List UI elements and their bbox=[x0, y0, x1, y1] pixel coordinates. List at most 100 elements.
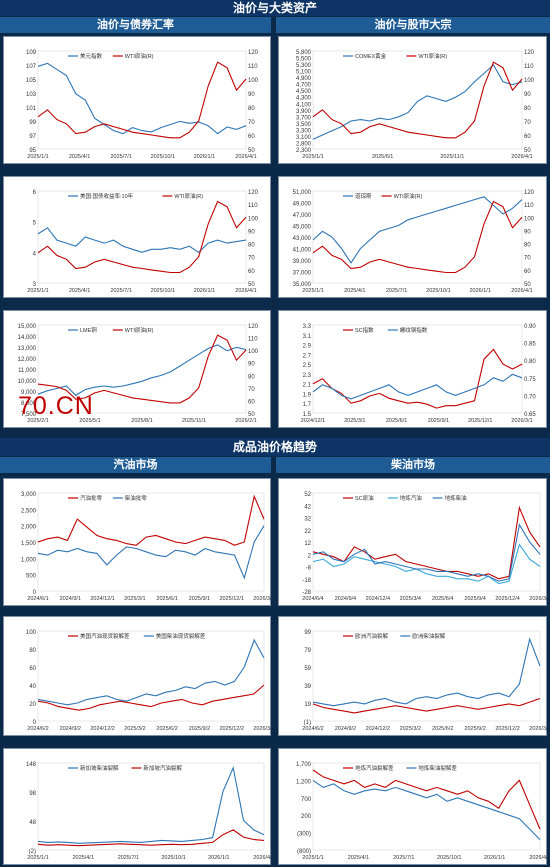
legend-label: SC指数 bbox=[355, 326, 374, 334]
x-tick-label: 2026/3/2 bbox=[529, 726, 548, 732]
x-tick-label: 2024/9/2 bbox=[60, 726, 81, 732]
y-tick-label-right: 110 bbox=[524, 64, 534, 70]
y-tick-label-left: 4,500 bbox=[296, 89, 312, 95]
section-title-products: 成品油价格趋势 bbox=[0, 438, 550, 456]
y-tick-label-right: 70 bbox=[248, 120, 255, 126]
y-tick-label-right: 80 bbox=[524, 106, 531, 112]
x-tick-label: 2026/4/1 bbox=[253, 855, 272, 861]
x-tick-label: 2025/6/1 bbox=[372, 154, 393, 160]
y-tick-label-right: 120 bbox=[248, 50, 259, 56]
x-tick-label: 2025/5/1 bbox=[79, 418, 100, 424]
x-tick-label: 2026/1/1 bbox=[469, 288, 490, 294]
x-tick-label: 2026/3/4 bbox=[529, 596, 548, 602]
x-tick-label: 2026/2/1 bbox=[235, 418, 256, 424]
x-tick-label: 2025/6/1 bbox=[156, 596, 177, 602]
x-tick-label: 2026/4/1 bbox=[235, 288, 256, 294]
y-tick-label-left: 79 bbox=[304, 648, 311, 654]
x-tick-label: 2024/9/4 bbox=[335, 596, 356, 602]
y-tick-label-right: 60 bbox=[248, 134, 255, 140]
series-line bbox=[37, 61, 247, 139]
chart-panel-5: 7,500 8,000 9,000 10,000 11,000 12,000 13,000 1… bbox=[3, 310, 271, 428]
y-tick-label-right: 110 bbox=[248, 64, 258, 70]
y-tick-label-left: 0 bbox=[33, 590, 37, 596]
y-tick-label-right: 90 bbox=[248, 362, 255, 368]
y-tick-label-right: 70 bbox=[248, 387, 255, 393]
x-tick-label: 2025/10/1 bbox=[151, 154, 175, 160]
series-line bbox=[37, 638, 265, 706]
x-tick-label: 2025/4/1 bbox=[348, 855, 369, 861]
chart-panel-9: 0 20 40 60 80 100 2024/6/2 2024/9/2 2024/12/2 202… bbox=[3, 616, 272, 736]
x-tick-label: 2025/6/4 bbox=[432, 596, 453, 602]
y-tick-label-left: 5 bbox=[33, 221, 37, 227]
x-tick-label: 2025/1/1 bbox=[302, 154, 323, 160]
chart-panel-7: 0 500 1,000 1,500 2,000 2,500 3,000 2024/6/1 202… bbox=[3, 478, 272, 606]
y-tick-label-left: 10,000 bbox=[18, 379, 37, 385]
y-tick-label-right: 80 bbox=[524, 243, 531, 249]
x-tick-label: 2025/9/2 bbox=[464, 726, 485, 732]
header-oil-bonds-fx: 油价与债券汇率 bbox=[0, 17, 271, 33]
y-tick-label-right: 50 bbox=[524, 148, 531, 154]
y-tick-label-right: 80 bbox=[248, 374, 255, 380]
y-tick-label-left: 2 bbox=[308, 553, 312, 559]
series-line bbox=[312, 769, 541, 830]
y-tick-label-left: 59 bbox=[304, 666, 311, 672]
chart-panel-11: (2) 48 98 148 2025/1/1 2025/4/1 2025/7/1 2025/1… bbox=[3, 748, 272, 865]
y-tick-label-right: 0.75 bbox=[524, 377, 536, 383]
x-tick-label: 2025/10/1 bbox=[151, 288, 175, 294]
legend-label: 美元指数 bbox=[80, 52, 103, 60]
legend-label: 美国:国债收益率:10年 bbox=[80, 192, 134, 200]
x-tick-label: 2025/3/1 bbox=[344, 418, 365, 424]
y-tick-label-left: 3.3 bbox=[303, 324, 312, 330]
y-tick-label-left: 3,700 bbox=[296, 115, 312, 121]
x-tick-label: 2026/3/1 bbox=[511, 418, 532, 424]
y-tick-label-left: -8 bbox=[306, 566, 312, 572]
y-tick-label-right: 70 bbox=[524, 256, 531, 262]
watermark: 70.CN bbox=[18, 392, 94, 420]
y-tick-label-left: 3,000 bbox=[21, 492, 37, 498]
y-tick-label-left: 19 bbox=[304, 702, 311, 708]
x-tick-label: 2024/6/4 bbox=[302, 596, 323, 602]
y-tick-label-right: 110 bbox=[524, 203, 534, 209]
y-tick-label-left: 40 bbox=[29, 684, 36, 690]
x-tick-label: 2025/1/1 bbox=[27, 288, 48, 294]
y-tick-label-left: 2.1 bbox=[303, 383, 312, 389]
y-tick-label-left: 1,200 bbox=[296, 779, 312, 785]
y-tick-label-right: 0.85 bbox=[524, 342, 536, 348]
y-tick-label-right: 120 bbox=[524, 190, 535, 196]
series-line bbox=[37, 200, 247, 274]
x-tick-label: 2025/9/2 bbox=[189, 726, 210, 732]
y-tick-label-left: 1,500 bbox=[21, 541, 37, 547]
y-tick-label-left: 2.9 bbox=[303, 344, 312, 350]
y-tick-label-right: 110 bbox=[248, 337, 258, 343]
y-tick-label-left: 41,000 bbox=[293, 248, 312, 254]
series-line bbox=[312, 64, 523, 140]
x-tick-label: 2025/12/1 bbox=[219, 596, 243, 602]
y-tick-label-right: 90 bbox=[248, 92, 255, 98]
y-tick-label-left: 2,800 bbox=[296, 141, 312, 147]
x-tick-label: 2025/9/4 bbox=[464, 596, 485, 602]
x-tick-label: 2025/4/1 bbox=[344, 288, 365, 294]
y-tick-label-left: 42 bbox=[304, 504, 311, 510]
legend-label: 欧洲柴油裂解 bbox=[412, 632, 446, 640]
x-tick-label: 2026/3/2 bbox=[253, 726, 272, 732]
x-tick-label: 2024/12/4 bbox=[366, 596, 390, 602]
x-tick-label: 2025/11/1 bbox=[182, 418, 206, 424]
chart-gold-wti: 2,3002,8003,1003,3003,5003,7003,9004,100… bbox=[296, 50, 535, 160]
chart-panel-8: -28 -18 -8 2 12 22 32 42 52 2024/6/4 2024/9/4 2024/… bbox=[278, 478, 548, 606]
y-tick-label-right: 100 bbox=[248, 349, 259, 355]
y-tick-label-right: 50 bbox=[248, 148, 255, 154]
y-tick-label-right: 90 bbox=[524, 229, 531, 235]
chart-sc-rebar: 1.5 1.7 1.9 2.1 2.3 2.5 2.7 2.9 3.1 3.3 0.65 0.70 0.… bbox=[301, 324, 537, 424]
y-tick-label-left: 2.3 bbox=[303, 373, 312, 379]
x-tick-label: 2025/7/1 bbox=[110, 288, 131, 294]
y-tick-label-left: 200 bbox=[301, 814, 312, 820]
y-tick-label-left: 95 bbox=[29, 148, 36, 154]
legend-label: 道琼斯 bbox=[355, 192, 372, 200]
y-tick-label-left: 3,900 bbox=[296, 109, 312, 115]
y-tick-label-left: 52 bbox=[304, 492, 311, 498]
y-tick-label-left: 4,300 bbox=[296, 96, 312, 102]
chart-dow-wti: 35,000 37,000 39,000 41,000 43,000 45,000 47,0… bbox=[293, 190, 535, 294]
y-tick-label-right: 0.65 bbox=[524, 412, 536, 418]
y-tick-label-left: 49,000 bbox=[293, 202, 312, 208]
y-tick-label-left: 22 bbox=[304, 529, 311, 535]
